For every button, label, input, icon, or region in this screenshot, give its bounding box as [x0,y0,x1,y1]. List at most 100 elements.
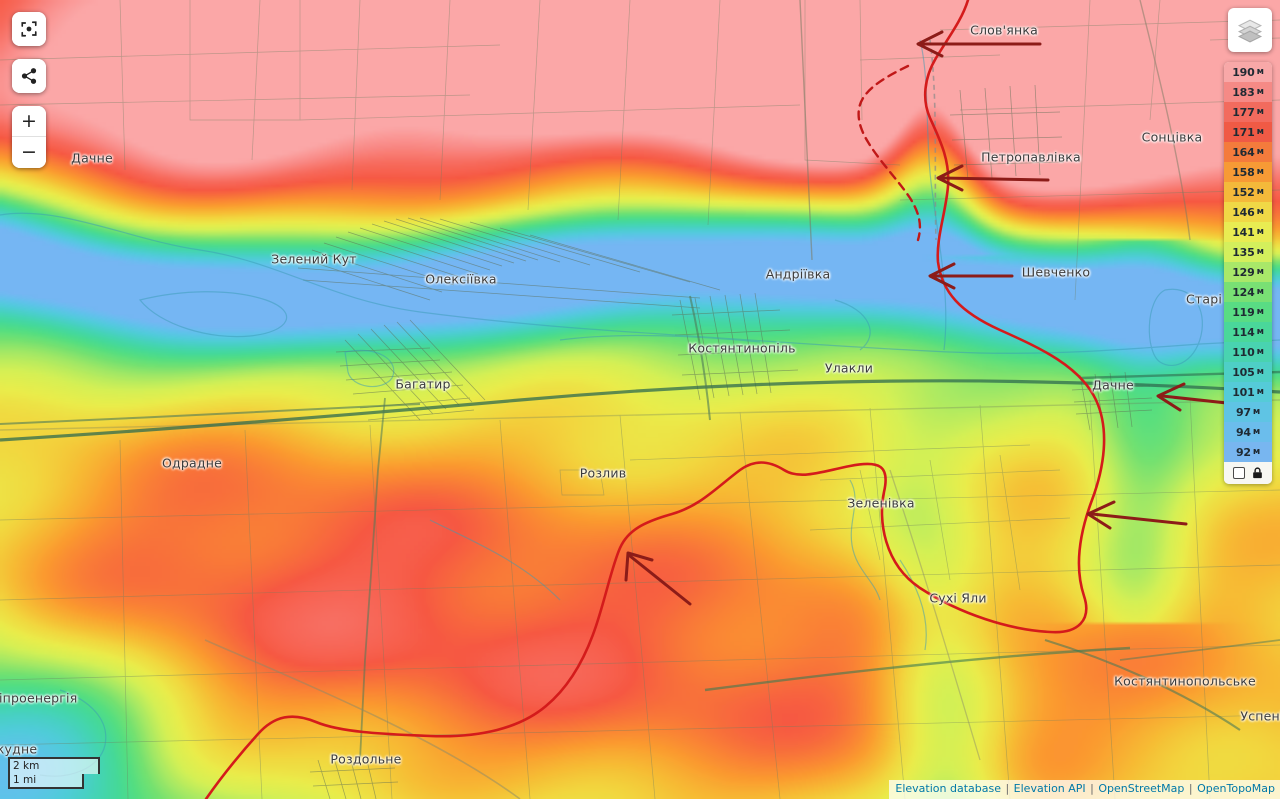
legend-value: 141 [1232,225,1255,239]
advance-arrow-2 [936,164,1050,192]
legend-unit: м [1256,227,1264,237]
legend-row: 183 м [1224,82,1272,102]
scale-km: 2 km [8,757,100,774]
attribution-link[interactable]: Elevation API [1013,782,1086,796]
zoom-out-button[interactable]: − [12,137,46,168]
legend-checkbox[interactable] [1232,467,1245,479]
legend-unit: м [1256,67,1264,77]
legend-value: 119 [1232,305,1255,319]
legend-unit: м [1256,167,1264,177]
advance-arrow-3 [928,262,1014,290]
legend-row: 146 м [1224,202,1272,222]
attribution-separator: | [1185,782,1197,796]
attribution-link[interactable]: OpenStreetMap [1098,782,1185,796]
attribution-link[interactable]: OpenTopoMap [1197,782,1275,796]
layers-icon [1237,19,1263,43]
legend-unit: м [1256,87,1264,97]
legend-unit: м [1256,107,1264,117]
attribution-bar[interactable]: Elevation database | Elevation API | Ope… [889,780,1280,799]
legend-footer[interactable] [1224,462,1272,484]
advance-arrow-1 [916,30,1042,58]
legend-row: 124 м [1224,282,1272,302]
layers-button[interactable] [1228,8,1272,52]
legend-row: 101 м [1224,382,1272,402]
legend-value: 92 [1235,445,1251,459]
locate-control[interactable] [12,12,46,46]
legend-value: 124 [1232,285,1255,299]
legend-row: 152 м [1224,182,1272,202]
advance-arrows [624,30,1238,606]
share-icon[interactable] [12,59,46,93]
scale-mi: 1 mi [8,773,84,789]
legend-value: 183 [1232,85,1255,99]
advance-arrow-5 [1086,500,1188,530]
settlement-street-grid [297,84,1153,799]
lock-icon[interactable] [1251,466,1264,480]
elevation-legend[interactable]: 190 м 183 м 177 м 171 м 164 м 158 м 152 м 146 м 141 м 135 м… [1224,62,1272,484]
legend-value: 97 [1235,405,1251,419]
legend-unit: м [1256,347,1264,357]
legend-value: 105 [1232,365,1255,379]
legend-value: 190 [1232,65,1255,79]
legend-row: 114 м [1224,322,1272,342]
legend-unit: м [1252,427,1261,437]
legend-value: 146 [1232,205,1255,219]
legend-row: 94 м [1224,422,1272,442]
legend-row: 110 м [1224,342,1272,362]
legend-unit: м [1256,127,1264,137]
attribution-separator: | [1086,782,1098,796]
legend-row: 92 м [1224,442,1272,462]
zoom-in-button[interactable]: + [12,106,46,137]
legend-row: 97 м [1224,402,1272,422]
advance-arrow-6 [624,551,692,606]
legend-unit: м [1252,407,1261,417]
legend-unit: м [1256,287,1264,297]
legend-row: 171 м [1224,122,1272,142]
attribution-separator: | [1001,782,1013,796]
river-network [0,39,1280,777]
legend-row: 164 м [1224,142,1272,162]
locate-icon[interactable] [12,12,46,46]
legend-value: 158 [1232,165,1255,179]
frontline-red [204,0,1106,799]
legend-unit: м [1252,447,1261,457]
legend-unit: м [1256,247,1264,257]
legend-value: 152 [1232,185,1255,199]
legend-value: 135 [1232,245,1255,259]
legend-unit: м [1256,367,1264,377]
legend-row: 177 м [1224,102,1272,122]
legend-value: 101 [1232,385,1255,399]
legend-row: 158 м [1224,162,1272,182]
zoom-control[interactable]: + − [12,106,46,168]
legend-row: 105 м [1224,362,1272,382]
legend-value: 171 [1232,125,1255,139]
legend-scale: 190 м 183 м 177 м 171 м 164 м 158 м 152 м 146 м 141 м 135 м… [1224,62,1272,462]
advance-arrow-4 [1156,382,1238,412]
legend-row: 119 м [1224,302,1272,322]
legend-row: 190 м [1224,62,1272,82]
legend-unit: м [1256,387,1264,397]
legend-value: 114 [1232,325,1255,339]
legend-unit: м [1256,207,1264,217]
legend-unit: м [1256,267,1264,277]
legend-unit: м [1256,307,1264,317]
legend-unit: м [1256,147,1264,157]
legend-row: 135 м [1224,242,1272,262]
legend-value: 129 [1232,265,1255,279]
legend-value: 177 [1232,105,1255,119]
legend-value: 110 [1232,345,1255,359]
legend-row: 141 м [1224,222,1272,242]
legend-value: 94 [1235,425,1251,439]
share-control[interactable] [12,59,46,93]
attribution-link[interactable]: Elevation database [895,782,1001,796]
legend-unit: м [1256,327,1264,337]
scale-bar: 2 km 1 mi [8,757,100,789]
legend-unit: м [1256,187,1264,197]
legend-value: 164 [1232,145,1255,159]
legend-row: 129 м [1224,262,1272,282]
